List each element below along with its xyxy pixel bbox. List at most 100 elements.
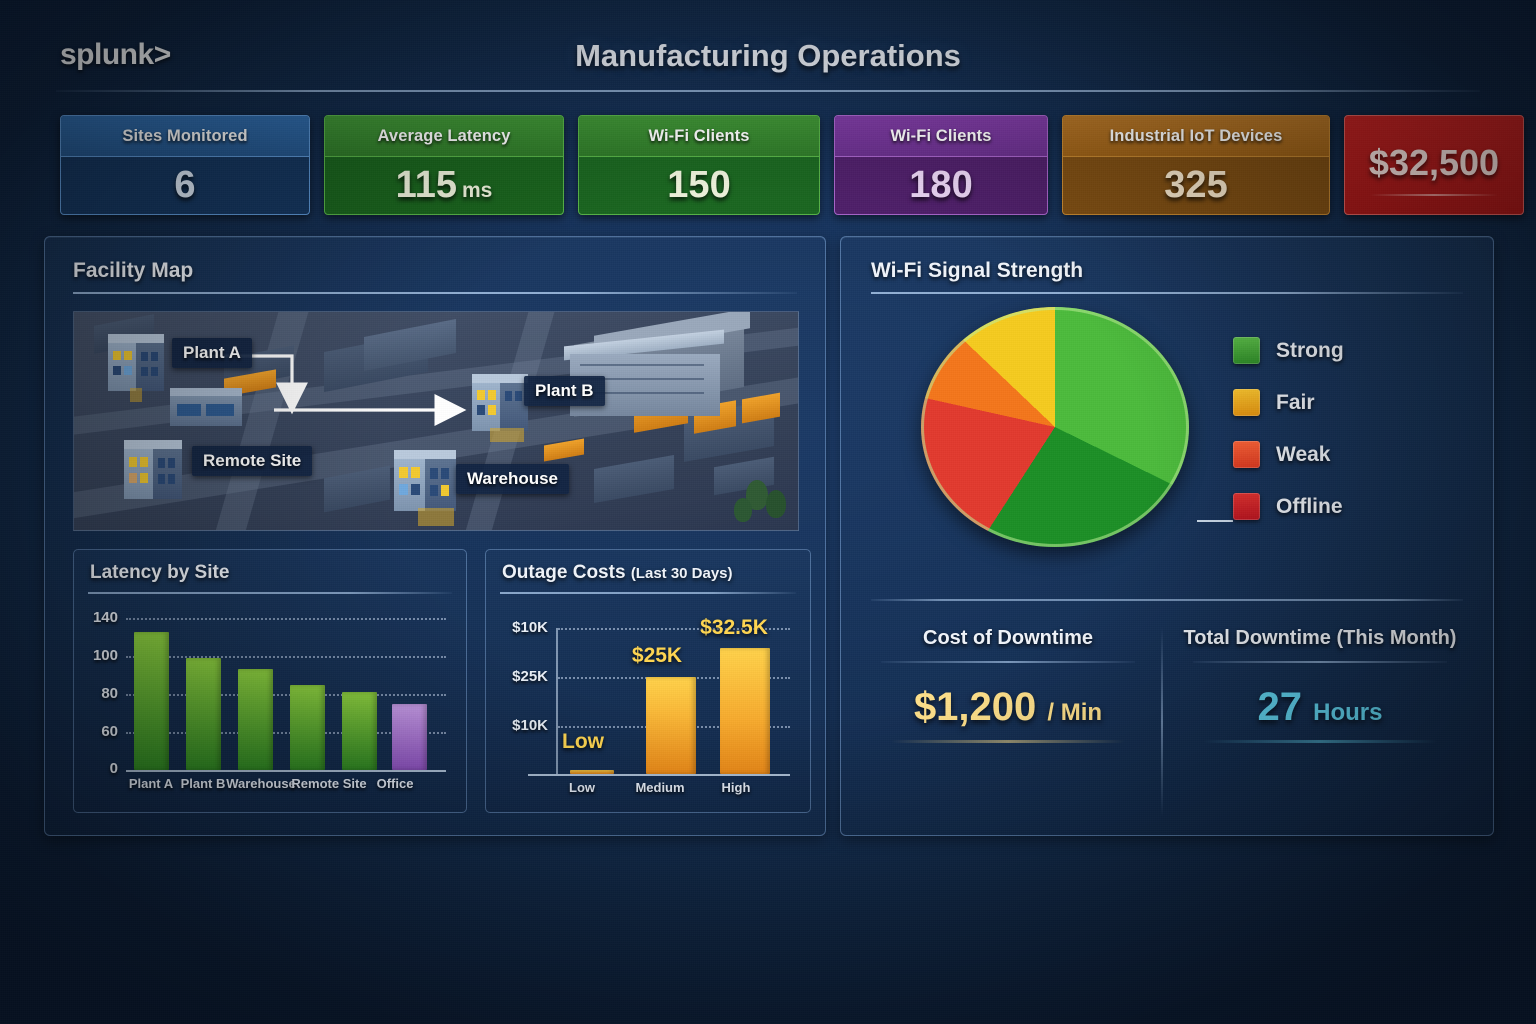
pie-graphic[interactable] (921, 307, 1189, 547)
facility-map-title: Facility Map (73, 259, 194, 282)
metric-value-wrap: $1,200 / Min (865, 685, 1151, 730)
xtick-label: Office (376, 776, 414, 791)
wifi-pie-chart[interactable] (921, 307, 1201, 559)
bar-extra (392, 704, 427, 770)
ytick-label: 80 (101, 685, 118, 702)
kpi-label: Wi-Fi Clients (579, 116, 819, 157)
facility-map-header: Facility Map (73, 259, 797, 294)
ytick-label: 60 (101, 723, 118, 740)
legend-item-offline[interactable]: Offline (1233, 493, 1344, 520)
bar-plant-b (186, 658, 221, 770)
gridline-top (558, 628, 790, 630)
chart-title: Latency by Site (90, 562, 230, 583)
wifi-panel: Wi-Fi Signal Strength Strong Fair Weak O… (840, 236, 1494, 836)
pie-leader-line (1197, 520, 1233, 522)
kpi-value: 115 (395, 164, 457, 206)
brand-name: splunk (60, 38, 154, 71)
chart-plot-area (126, 610, 446, 770)
legend-label: Strong (1276, 338, 1344, 362)
kpi-card-average-latency[interactable]: Average Latency 115 ms (324, 115, 564, 215)
kpi-row: Sites Monitored 6 Average Latency 115 ms … (60, 115, 1524, 215)
header-divider (56, 90, 1480, 92)
title-divider (871, 292, 1463, 294)
bar-warehouse (238, 669, 273, 770)
kpi-card-outage-cost[interactable]: $32,500 (1344, 115, 1524, 215)
ytick-label: 0 (109, 760, 118, 777)
kpi-value: 325 (1164, 164, 1228, 206)
kpi-value-wrap: 150 (579, 157, 819, 214)
bar-low (570, 770, 614, 774)
wifi-legend: Strong Fair Weak Offline (1233, 337, 1344, 545)
ytick-label: $10K (512, 619, 548, 636)
metric-value: $1,200 (913, 685, 1037, 729)
kpi-value-wrap: 325 (1063, 157, 1329, 214)
kpi-card-wifi-clients-green[interactable]: Wi-Fi Clients 150 (578, 115, 820, 215)
legend-label: Fair (1276, 390, 1315, 414)
kpi-label: Average Latency (325, 116, 563, 157)
xtick-label: Plant B (180, 776, 226, 791)
wifi-panel-title: Wi-Fi Signal Strength (871, 259, 1084, 282)
chart-baseline (126, 770, 446, 772)
building-plant-b (472, 374, 528, 442)
map-label-plant-b[interactable]: Plant B (524, 376, 605, 406)
metric-total-downtime[interactable]: Total Downtime (This Month) 27 Hours (1177, 627, 1463, 743)
chart-subtitle: (Last 30 Days) (630, 565, 733, 582)
ytick-label: $10K (512, 717, 548, 734)
metric-divider (881, 661, 1135, 663)
xtick-label: Warehouse (226, 776, 296, 791)
metric-underglow (891, 740, 1125, 743)
facility-panel: Facility Map (44, 236, 826, 836)
metric-title: Total Downtime (This Month) (1183, 627, 1457, 649)
bar-data-label: $32.5K (700, 616, 768, 639)
xtick-label: Plant A (128, 776, 174, 791)
xtick-label: Remote Site (291, 776, 367, 791)
building-plant-a (108, 334, 164, 402)
kpi-value-wrap: 6 (61, 157, 309, 214)
facility-map-image[interactable]: Plant A Plant B Remote Site Warehouse (73, 311, 799, 531)
chart-title-divider (88, 592, 452, 594)
bar-remote-site (290, 685, 325, 770)
chart-title-main: Outage Costs (502, 562, 626, 583)
kpi-value: 150 (667, 164, 731, 206)
bar-data-label: Low (562, 730, 604, 753)
kpi-value-wrap: 115 ms (325, 157, 563, 214)
metrics-vertical-divider (1161, 627, 1163, 817)
chart-latency-by-site[interactable]: Latency by Site 140 100 80 60 0 (73, 549, 467, 813)
kpi-card-sites-monitored[interactable]: Sites Monitored 6 (60, 115, 310, 215)
legend-swatch-weak (1233, 441, 1260, 468)
chart-baseline (528, 774, 790, 776)
splunk-logo[interactable]: splunk> (60, 38, 171, 72)
legend-item-fair[interactable]: Fair (1233, 389, 1344, 416)
panel-divider (871, 599, 1463, 601)
page-title: Manufacturing Operations (575, 38, 961, 73)
metric-cost-of-downtime[interactable]: Cost of Downtime $1,200 / Min (865, 627, 1151, 743)
building-warehouse (394, 450, 456, 526)
chart-outage-costs[interactable]: Outage Costs (Last 30 Days) $10K $25K $1… (485, 549, 811, 813)
kpi-value: 180 (909, 164, 973, 206)
legend-item-weak[interactable]: Weak (1233, 441, 1344, 468)
kpi-value-wrap: 180 (835, 157, 1047, 214)
legend-swatch-fair (1233, 389, 1260, 416)
map-label-remote-site[interactable]: Remote Site (192, 446, 313, 476)
bar-high (720, 648, 770, 774)
map-label-plant-a[interactable]: Plant A (172, 338, 252, 368)
metric-suffix: / Min (1047, 699, 1103, 726)
legend-label: Offline (1276, 494, 1343, 518)
kpi-underline (1370, 194, 1498, 196)
legend-swatch-offline (1233, 493, 1260, 520)
metric-divider (1193, 661, 1447, 663)
kpi-label: Sites Monitored (61, 116, 309, 157)
map-label-warehouse[interactable]: Warehouse (456, 464, 570, 494)
ytick-label: 100 (92, 647, 118, 664)
building-remote-site (124, 440, 182, 500)
gridline-100 (126, 656, 446, 658)
metric-underglow (1203, 740, 1437, 743)
metric-suffix: Hours (1313, 699, 1383, 726)
kpi-card-industrial-iot-devices[interactable]: Industrial IoT Devices 325 (1062, 115, 1330, 215)
kpi-unit: ms (461, 178, 493, 202)
kpi-value: 6 (174, 164, 196, 206)
legend-item-strong[interactable]: Strong (1233, 337, 1344, 364)
chart-plot-area (558, 628, 790, 774)
kpi-card-wifi-clients-purple[interactable]: Wi-Fi Clients 180 (834, 115, 1048, 215)
chart-title: Outage Costs (Last 30 Days) (502, 562, 733, 584)
